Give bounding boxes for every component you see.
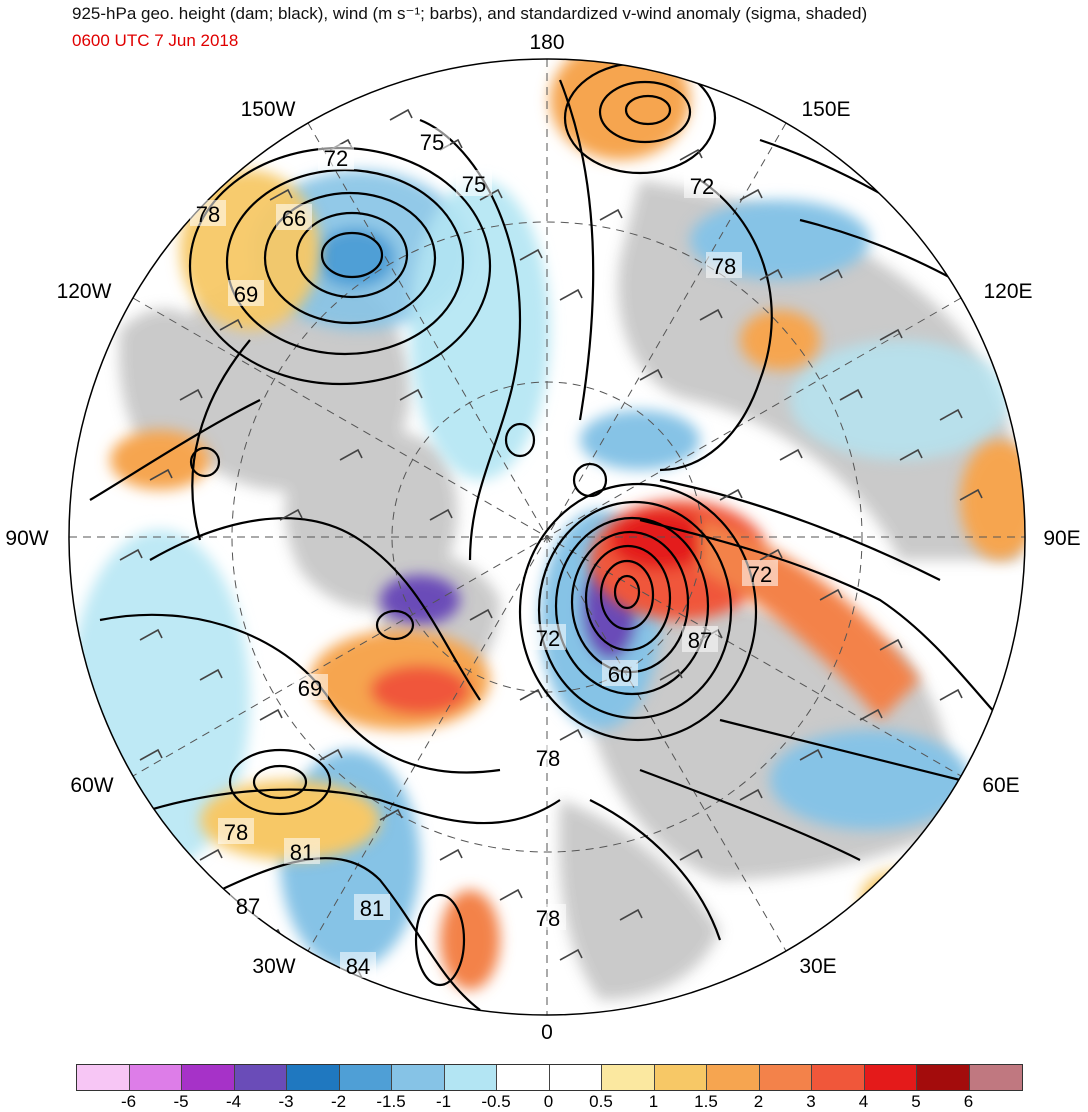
contour-label: 78 (536, 906, 560, 931)
lon-label-150w: 150W (240, 98, 296, 121)
contour-label: 78 (536, 746, 560, 771)
lon-label-180: 180 (529, 31, 565, 54)
colorbar (76, 1064, 1023, 1091)
contour-label: 84 (346, 954, 370, 979)
wind-barbs (119, 108, 983, 981)
colorbar-tick-label: 1.5 (694, 1092, 718, 1111)
colorbar-tick-label: 3 (806, 1092, 816, 1111)
colorbar-tick-label: -0.5 (481, 1092, 511, 1111)
contour-label: 81 (360, 896, 384, 921)
lon-label-120w: 120W (56, 280, 112, 303)
colorbar-segment (707, 1065, 760, 1090)
lon-label-30e: 30E (799, 955, 837, 978)
lon-label-60e: 60E (982, 774, 1020, 797)
contour-label: 72 (748, 562, 772, 587)
lon-label-30w: 30W (252, 955, 296, 978)
contour-label: 81 (290, 840, 314, 865)
height-contours (89, 61, 1021, 1011)
contour-label: 66 (282, 206, 306, 231)
colorbar-segment (759, 1065, 812, 1090)
colorbar-tick-label: 6 (963, 1092, 974, 1111)
colorbar-segment (497, 1065, 550, 1090)
colorbar-tick-label: 1 (648, 1092, 659, 1111)
colorbar-segment (549, 1065, 602, 1090)
lon-label-90w: 90W (5, 527, 49, 550)
colorbar-segment (234, 1065, 287, 1090)
contour-label: 69 (298, 676, 322, 701)
colorbar-tick-label: 0 (543, 1092, 554, 1111)
map-valid-time: 0600 UTC 7 Jun 2018 (72, 31, 239, 50)
colorbar-segment (654, 1065, 707, 1090)
contour-label: 72 (324, 146, 348, 171)
colorbar-tick-label: -3 (278, 1092, 294, 1111)
colorbar-segment (287, 1065, 340, 1090)
lon-label-60w: 60W (70, 774, 114, 797)
contour-label-group: 75 72 75 66 78 69 72 78 72 72 60 87 69 7… (190, 128, 778, 979)
colorbar-segment (812, 1065, 865, 1090)
colorbar-tick-label: 5 (911, 1092, 921, 1111)
contour-label: 72 (690, 174, 714, 199)
colorbar-segment (129, 1065, 182, 1090)
colorbar-segment (864, 1065, 917, 1090)
colorbar-tick-label: -1 (435, 1092, 452, 1111)
colorbar-tick-label: 4 (858, 1092, 869, 1111)
colorbar-segment (969, 1065, 1022, 1090)
contour-label: 75 (420, 130, 444, 155)
contour-label: 87 (688, 628, 712, 653)
colorbar-segment (339, 1065, 392, 1090)
contour-label: 78 (224, 820, 248, 845)
contour-label: 78 (196, 202, 220, 227)
colorbar-tick-label: -2 (330, 1092, 347, 1111)
contour-label: 87 (236, 894, 260, 919)
colorbar-tick-label: 0.5 (589, 1092, 613, 1111)
colorbar-segment (77, 1065, 130, 1090)
contour-label: 72 (536, 626, 560, 651)
colorbar-tick-label: 2 (753, 1092, 764, 1111)
colorbar-segment (392, 1065, 445, 1090)
lon-label-120e: 120E (983, 280, 1033, 303)
lon-label-150e: 150E (801, 98, 851, 121)
map-title: 925-hPa geo. height (dam; black), wind (… (72, 4, 868, 23)
colorbar-segment (182, 1065, 235, 1090)
contour-label: 75 (462, 172, 486, 197)
colorbar-segment (444, 1065, 497, 1090)
contour-label: 60 (608, 662, 632, 687)
colorbar-segment (602, 1065, 655, 1090)
colorbar-tick-label: -6 (120, 1092, 137, 1111)
map-border (68, 58, 1026, 1016)
colorbar-tick-label: -4 (225, 1092, 242, 1111)
contour-label: 78 (712, 254, 736, 279)
contour-label: 69 (234, 282, 258, 307)
colorbar-segment (917, 1065, 970, 1090)
lon-label-0: 0 (541, 1021, 553, 1044)
lon-label-90e: 90E (1043, 527, 1081, 550)
colorbar-tick-label: -1.5 (376, 1092, 406, 1111)
colorbar-tick-label: -5 (173, 1092, 189, 1111)
